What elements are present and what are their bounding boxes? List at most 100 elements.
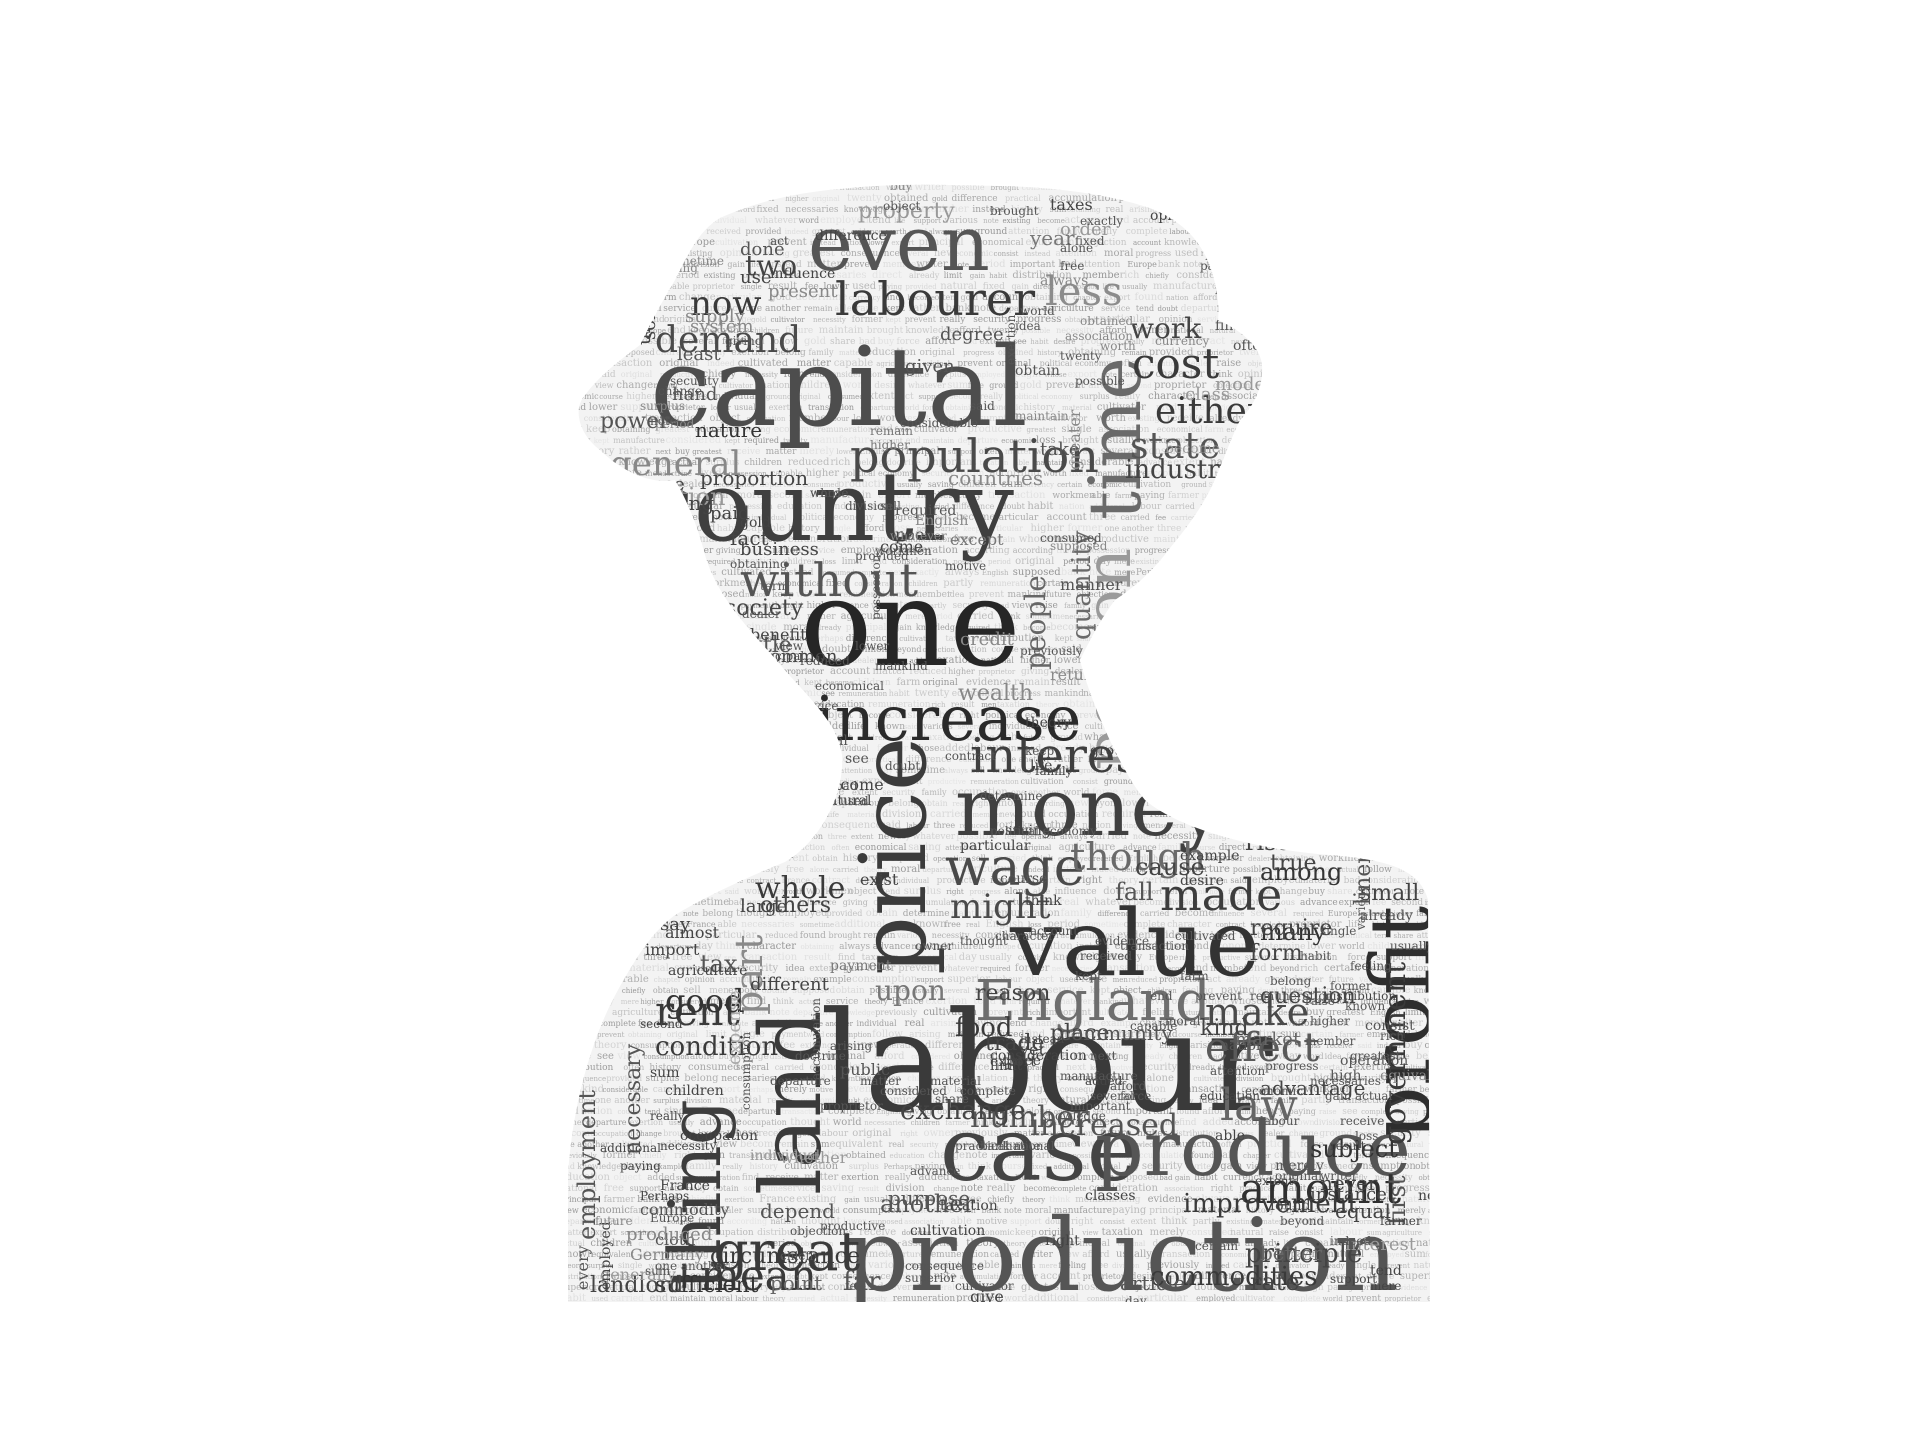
- cloud-word: various: [1354, 885, 1368, 931]
- filler-word: cultivation: [715, 238, 758, 247]
- filler-word: alone: [1146, 1073, 1174, 1084]
- filler-word: farmer: [1340, 1031, 1365, 1039]
- filler-word: prevent: [905, 315, 937, 324]
- filler-word: important: [1123, 1106, 1173, 1117]
- filler-word: real: [751, 338, 766, 346]
- filler-word: extent: [809, 964, 838, 974]
- filler-word: labour: [1132, 502, 1162, 512]
- filler-word: member: [973, 811, 1003, 819]
- filler-word: departure: [1181, 304, 1227, 314]
- filler-word: account: [830, 666, 870, 677]
- filler-word: three: [1089, 512, 1116, 523]
- filler-word: greatest: [1326, 1008, 1364, 1018]
- filler-word: word: [1004, 1294, 1027, 1304]
- filler-word: necessity: [813, 316, 846, 324]
- filler-word: next: [656, 448, 672, 456]
- filler-word: character: [1167, 920, 1212, 930]
- filler-word: known: [1288, 1118, 1315, 1127]
- filler-word: keep: [772, 590, 794, 600]
- filler-word: character: [1155, 369, 1204, 380]
- filler-word: always: [756, 646, 781, 654]
- filler-word: member: [1414, 557, 1452, 567]
- filler-word: actual: [791, 656, 816, 665]
- filler-word: rich: [685, 580, 700, 588]
- filler-word: gold: [751, 316, 767, 324]
- filler-word: departure: [1164, 633, 1215, 644]
- filler-word: consumption: [1351, 1161, 1417, 1172]
- filler-word: term: [610, 688, 635, 699]
- filler-word: account: [662, 590, 695, 599]
- filler-word: twenty: [560, 668, 584, 676]
- cloud-word: degree: [940, 324, 1004, 345]
- filler-word: act: [900, 392, 914, 402]
- filler-word: habit: [560, 348, 582, 357]
- filler-word: consequence: [1416, 303, 1482, 314]
- filler-word: gain: [805, 744, 825, 754]
- filler-word: former: [1015, 963, 1050, 974]
- filler-word: influence: [1361, 997, 1399, 1006]
- filler-word: day: [719, 964, 736, 974]
- filler-word: giving: [1315, 678, 1340, 687]
- filler-word: consideration: [854, 580, 903, 588]
- filler-word: family: [704, 349, 726, 357]
- filler-word: education: [1400, 601, 1445, 611]
- filler-word: education: [890, 1152, 925, 1160]
- filler-word: able: [718, 920, 737, 930]
- filler-word: second: [1429, 1229, 1454, 1237]
- filler-word: fee: [1372, 898, 1386, 908]
- filler-word: rich: [830, 457, 851, 468]
- filler-word: original: [1024, 844, 1052, 852]
- filler-word: cultivation: [784, 1161, 838, 1172]
- filler-word: matter: [1005, 447, 1033, 456]
- filler-word: mere: [1276, 667, 1297, 676]
- filler-word: belong: [775, 348, 806, 358]
- filler-word: exertion: [740, 557, 778, 567]
- cloud-word: suppose: [610, 474, 685, 495]
- filler-word: contract: [1213, 238, 1248, 247]
- filler-word: complete: [1054, 1185, 1087, 1193]
- filler-word: remain: [1122, 349, 1148, 357]
- filler-word: complete: [670, 744, 712, 754]
- cloud-word: countries: [948, 466, 1043, 490]
- cloud-word: reason: [975, 981, 1050, 1006]
- filler-word: consumption: [826, 1031, 872, 1039]
- filler-word: productive: [1202, 491, 1246, 500]
- filler-word: future: [1100, 1128, 1131, 1139]
- cloud-word: market: [1235, 1029, 1301, 1050]
- filler-word: original: [922, 678, 957, 688]
- filler-word: higher: [1334, 381, 1365, 391]
- filler-word: note: [961, 1183, 983, 1194]
- filler-word: division: [693, 600, 733, 611]
- filler-word: difference: [938, 1062, 989, 1073]
- filler-word: progress: [1287, 194, 1327, 204]
- filler-word: exertion: [731, 348, 769, 358]
- filler-word: occupation: [560, 492, 599, 500]
- filler-word: one another: [560, 1140, 609, 1149]
- filler-word: actual: [1096, 1162, 1121, 1171]
- filler-word: fixed: [1415, 535, 1435, 544]
- filler-word: real: [688, 513, 706, 523]
- filler-word: previously: [599, 788, 641, 797]
- cloud-word: former: [1330, 979, 1372, 993]
- filler-word: education: [757, 1250, 797, 1259]
- filler-word: new: [1262, 1051, 1283, 1062]
- filler-word: indeed: [1430, 479, 1465, 490]
- filler-word: tend: [1136, 304, 1154, 313]
- filler-word: operation: [881, 1041, 920, 1050]
- filler-word: future: [1329, 975, 1354, 984]
- filler-word: whatever: [1277, 458, 1320, 468]
- cloud-word: principle: [1245, 1239, 1362, 1269]
- cloud-word: given: [905, 356, 955, 377]
- filler-word: obtain: [922, 799, 948, 808]
- cloud-word: cultivated: [1175, 929, 1236, 943]
- filler-word: sum: [1346, 700, 1363, 709]
- filler-word: occupation: [1279, 557, 1329, 567]
- filler-word: various: [1029, 1150, 1067, 1161]
- filler-word: surplus: [587, 1262, 614, 1270]
- filler-word: distribution: [985, 633, 1045, 644]
- filler-word: higher: [1270, 226, 1303, 237]
- filler-word: occupation: [1017, 941, 1073, 952]
- filler-word: world: [1035, 447, 1058, 456]
- filler-word: day: [774, 1284, 787, 1292]
- filler-word: one another: [1105, 524, 1154, 533]
